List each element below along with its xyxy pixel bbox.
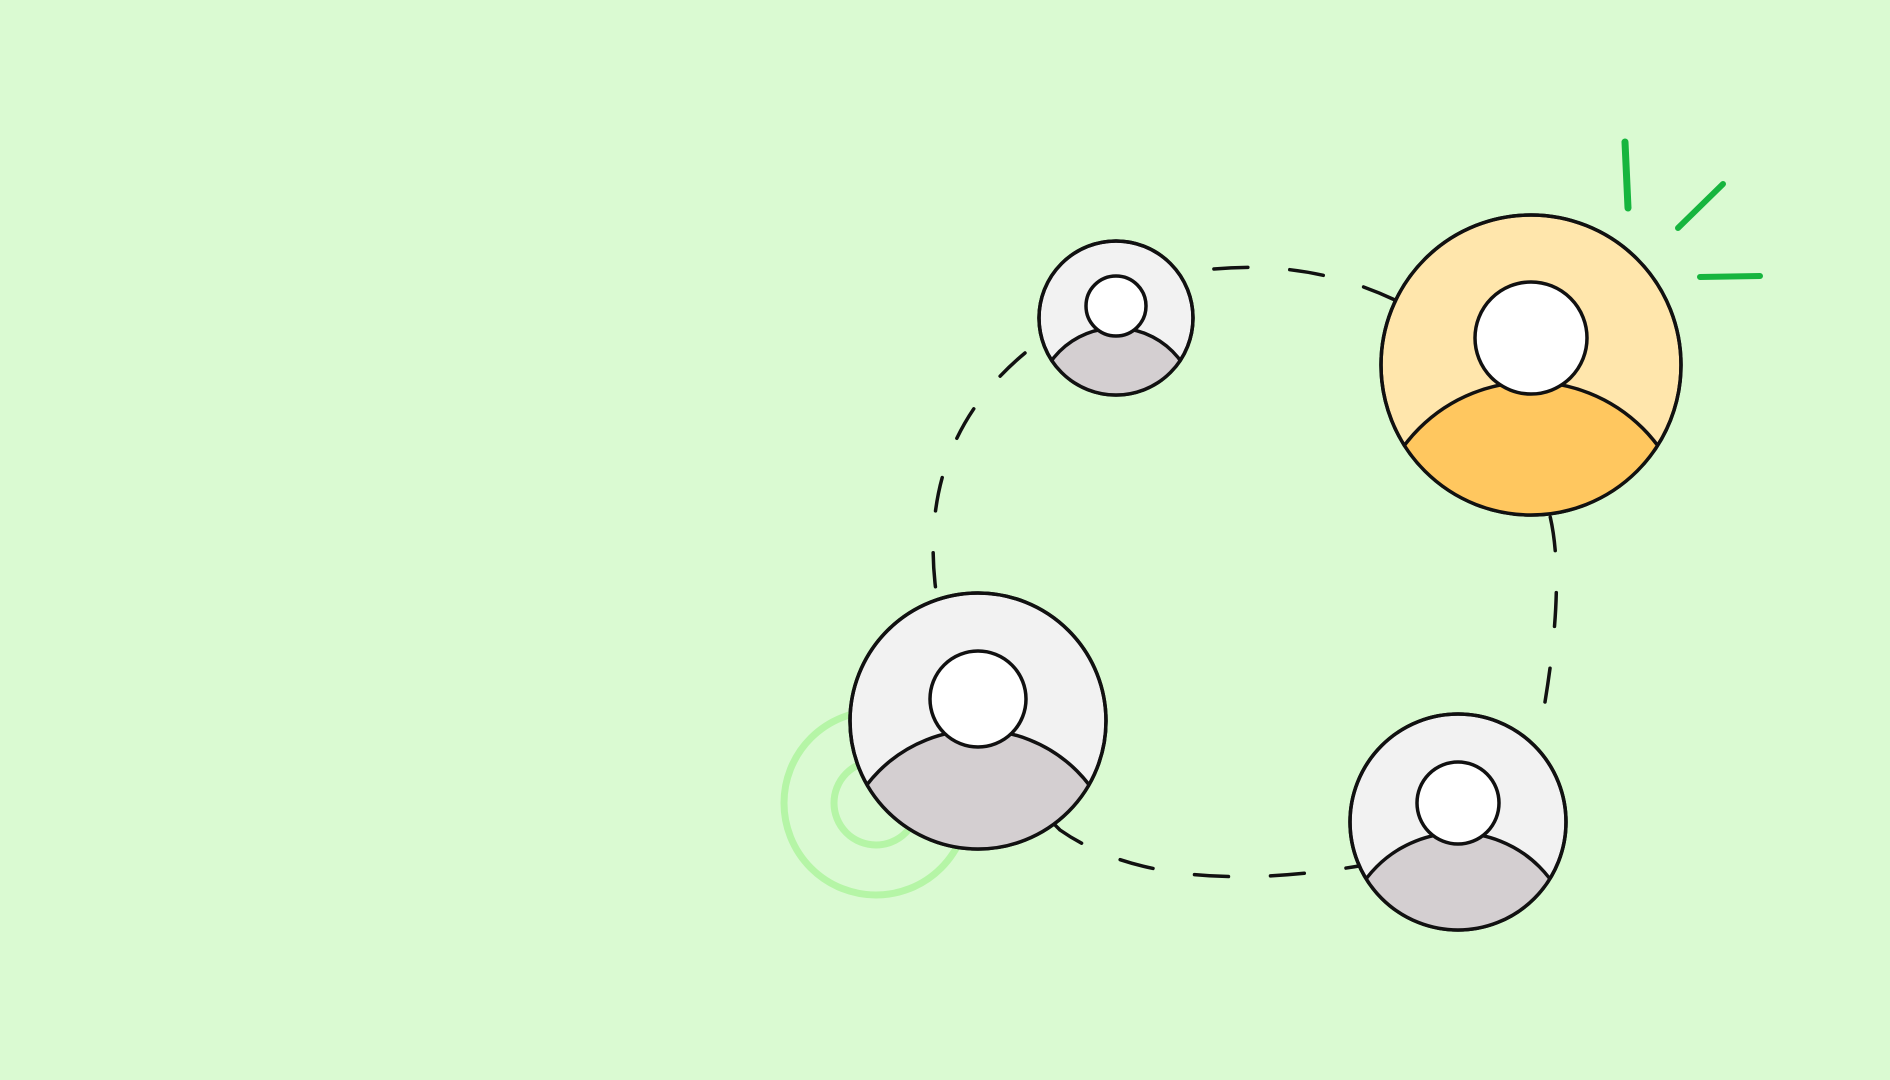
avatar-top-left[interactable] [1036,239,1196,488]
user-icon [1415,760,1501,846]
avatar-bottom-right[interactable] [1343,712,1573,1063]
user-icon [928,649,1028,749]
spark-icon [1621,138,1763,280]
user-icon [1473,280,1589,396]
user-icon [1084,274,1148,338]
avatar-featured[interactable] [1373,213,1689,698]
avatar-bottom-left[interactable] [838,591,1118,1010]
